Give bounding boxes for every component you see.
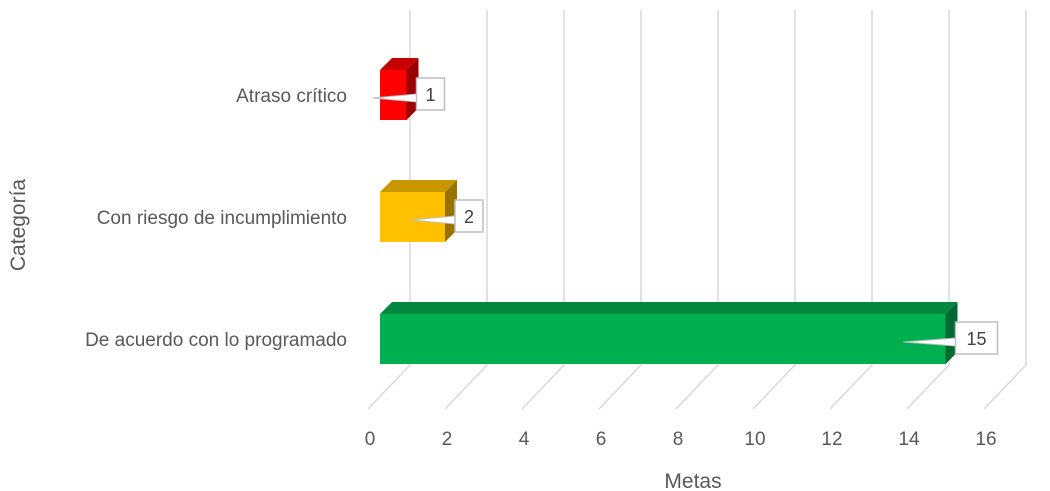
x-tick-label: 14 — [898, 429, 920, 450]
bar-front-face — [380, 314, 946, 364]
x-tick-label: 2 — [442, 429, 453, 450]
data-label-value: 2 — [464, 207, 474, 227]
data-labels: 1 2 15 — [372, 77, 999, 355]
data-label-value: 15 — [966, 329, 986, 349]
category-label: Atraso crítico — [236, 86, 347, 107]
gridline — [752, 10, 796, 410]
category-label: De acuerdo con lo programado — [85, 330, 347, 351]
data-label-value: 1 — [425, 85, 435, 105]
gridline — [444, 10, 488, 410]
gridline — [521, 10, 565, 410]
gridline — [598, 10, 642, 410]
bar-top-face — [380, 180, 457, 192]
data-label-box — [454, 199, 484, 233]
x-tick-label: 6 — [596, 429, 607, 450]
x-tick-label: 4 — [519, 429, 530, 450]
bar-side-face — [445, 180, 457, 242]
bar-top-face — [380, 58, 419, 70]
category-label: Con riesgo de incumplimiento — [97, 208, 347, 229]
y-axis-title: Categoría — [7, 179, 30, 272]
gridline — [829, 10, 873, 410]
x-tick-label: 16 — [975, 429, 996, 450]
x-tick-label: 8 — [673, 429, 684, 450]
bar-front-face — [380, 192, 445, 242]
x-tick-label: 0 — [365, 429, 376, 450]
gridline — [983, 10, 1027, 410]
x-tick-label: 12 — [821, 429, 842, 450]
bar-side-face — [945, 302, 958, 364]
gridlines — [367, 10, 1027, 410]
bar — [380, 58, 419, 120]
gridline — [906, 10, 950, 410]
bar — [380, 302, 958, 364]
x-tick-labels: 0 2 4 6 8 10 12 14 16 — [365, 429, 997, 450]
category-labels: Atraso crítico Con riesgo de incumplimien… — [85, 86, 347, 351]
gridline — [367, 10, 411, 410]
bar — [380, 180, 457, 242]
bars — [380, 58, 958, 364]
bar-side-face — [406, 58, 419, 120]
data-label: 1 — [372, 77, 446, 111]
x-axis-title: Metas — [664, 470, 721, 491]
data-label-box — [415, 77, 446, 111]
data-label: 15 — [903, 321, 999, 355]
data-label-box — [954, 321, 999, 355]
bar-top-face — [380, 302, 958, 314]
data-label: 2 — [410, 199, 484, 233]
x-tick-label: 10 — [744, 429, 765, 450]
gridline — [675, 10, 719, 410]
